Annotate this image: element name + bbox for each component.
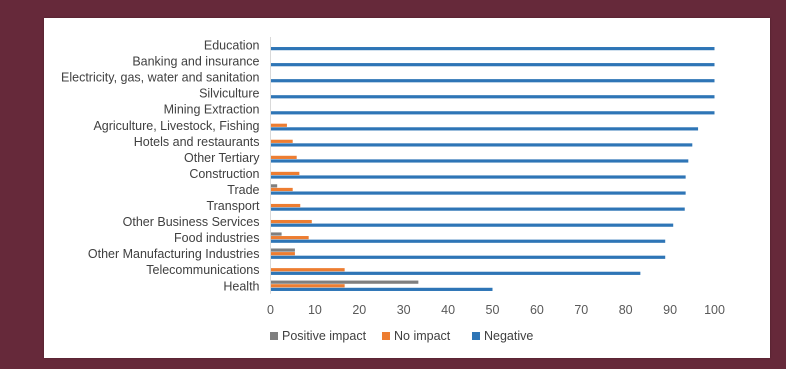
x-tick-label: 0 xyxy=(267,303,274,317)
bar-negative-education xyxy=(270,47,715,51)
bar-no-impact-agriculture-livestock-fishing xyxy=(270,123,287,127)
bar-negative-other-business-services xyxy=(270,223,674,227)
bar-positive-impact-trade xyxy=(270,184,278,188)
x-axis: 0 10 20 30 40 50 60 70 80 90 100 xyxy=(267,37,725,317)
bar-no-impact-trade xyxy=(270,187,293,192)
category-label: Construction xyxy=(189,167,259,181)
category-label: Education xyxy=(204,39,260,53)
category-label: Other Business Services xyxy=(123,215,260,229)
category-label: Food industries xyxy=(174,231,259,245)
category-label: Hotels and restaurants xyxy=(134,135,260,149)
bar-negative-transport xyxy=(270,207,685,211)
category-label: Agriculture, Livestock, Fishing xyxy=(93,119,259,133)
legend-swatch-no-impact xyxy=(382,332,390,340)
x-tick-label: 100 xyxy=(704,303,725,317)
bar-negative-mining-extraction xyxy=(270,111,715,115)
bar-positive-impact-other-manufacturing-industries xyxy=(270,248,295,252)
category-label: Health xyxy=(223,279,259,293)
bar-no-impact-hotels-and-restaurants xyxy=(270,139,293,143)
category-label: Trade xyxy=(227,183,259,197)
bar-no-impact-other-tertiary xyxy=(270,155,297,159)
x-tick-label: 10 xyxy=(308,303,322,317)
category-label: Silviculture xyxy=(199,87,259,101)
bar-negative-silviculture xyxy=(270,95,715,99)
bar-negative-other-manufacturing-industries xyxy=(270,255,666,259)
bar-negative-electricity-gas-water-and-sanitation xyxy=(270,79,715,83)
legend-label-no-impact: No impact xyxy=(394,329,451,343)
bar-negative-banking-and-insurance xyxy=(270,63,715,67)
x-tick-label: 30 xyxy=(397,303,411,317)
bar-no-impact-health xyxy=(270,284,345,288)
bar-negative-other-tertiary xyxy=(270,159,689,163)
bar-negative-health xyxy=(270,287,493,291)
bar-no-impact-food-industries xyxy=(270,236,309,240)
bar-chart: Education Banking and insurance Electricit… xyxy=(61,37,725,343)
x-tick-label: 40 xyxy=(441,303,455,317)
x-tick-label: 90 xyxy=(663,303,677,317)
bar-no-impact-construction xyxy=(270,171,300,176)
legend: Positive impact No impact Negative xyxy=(270,329,533,343)
x-tick-label: 80 xyxy=(619,303,633,317)
bar-negative-trade xyxy=(270,191,686,195)
legend-swatch-positive-impact xyxy=(270,332,278,340)
bar-negative-telecommunications xyxy=(270,271,641,275)
bar-no-impact-other-business-services xyxy=(270,219,312,224)
category-label: Telecommunications xyxy=(146,263,259,277)
category-labels: Education Banking and insurance Electricit… xyxy=(61,39,260,294)
bar-positive-impact-health xyxy=(270,280,419,284)
bar-no-impact-other-manufacturing-industries xyxy=(270,252,295,256)
bar-negative-hotels-and-restaurants xyxy=(270,143,693,147)
x-tick-label: 20 xyxy=(352,303,366,317)
legend-label-negative: Negative xyxy=(484,329,533,343)
bar-negative-agriculture-livestock-fishing xyxy=(270,127,699,131)
x-tick-label: 70 xyxy=(574,303,588,317)
category-label: Electricity, gas, water and sanitation xyxy=(61,71,260,85)
category-label: Other Manufacturing Industries xyxy=(88,247,260,261)
category-label: Banking and insurance xyxy=(132,55,259,69)
bars xyxy=(270,47,715,291)
bar-no-impact-transport xyxy=(270,203,301,208)
legend-swatch-negative xyxy=(472,332,480,340)
bar-negative-food-industries xyxy=(270,239,666,243)
x-tick-label: 60 xyxy=(530,303,544,317)
legend-label-positive-impact: Positive impact xyxy=(282,329,367,343)
category-label: Mining Extraction xyxy=(164,103,260,117)
x-tick-label: 50 xyxy=(486,303,500,317)
chart-panel: Education Banking and insurance Electricit… xyxy=(44,18,770,358)
bar-no-impact-telecommunications xyxy=(270,268,345,272)
bar-negative-construction xyxy=(270,175,686,179)
category-label: Other Tertiary xyxy=(184,151,260,165)
category-label: Transport xyxy=(206,199,260,213)
bar-positive-impact-food-industries xyxy=(270,232,282,236)
